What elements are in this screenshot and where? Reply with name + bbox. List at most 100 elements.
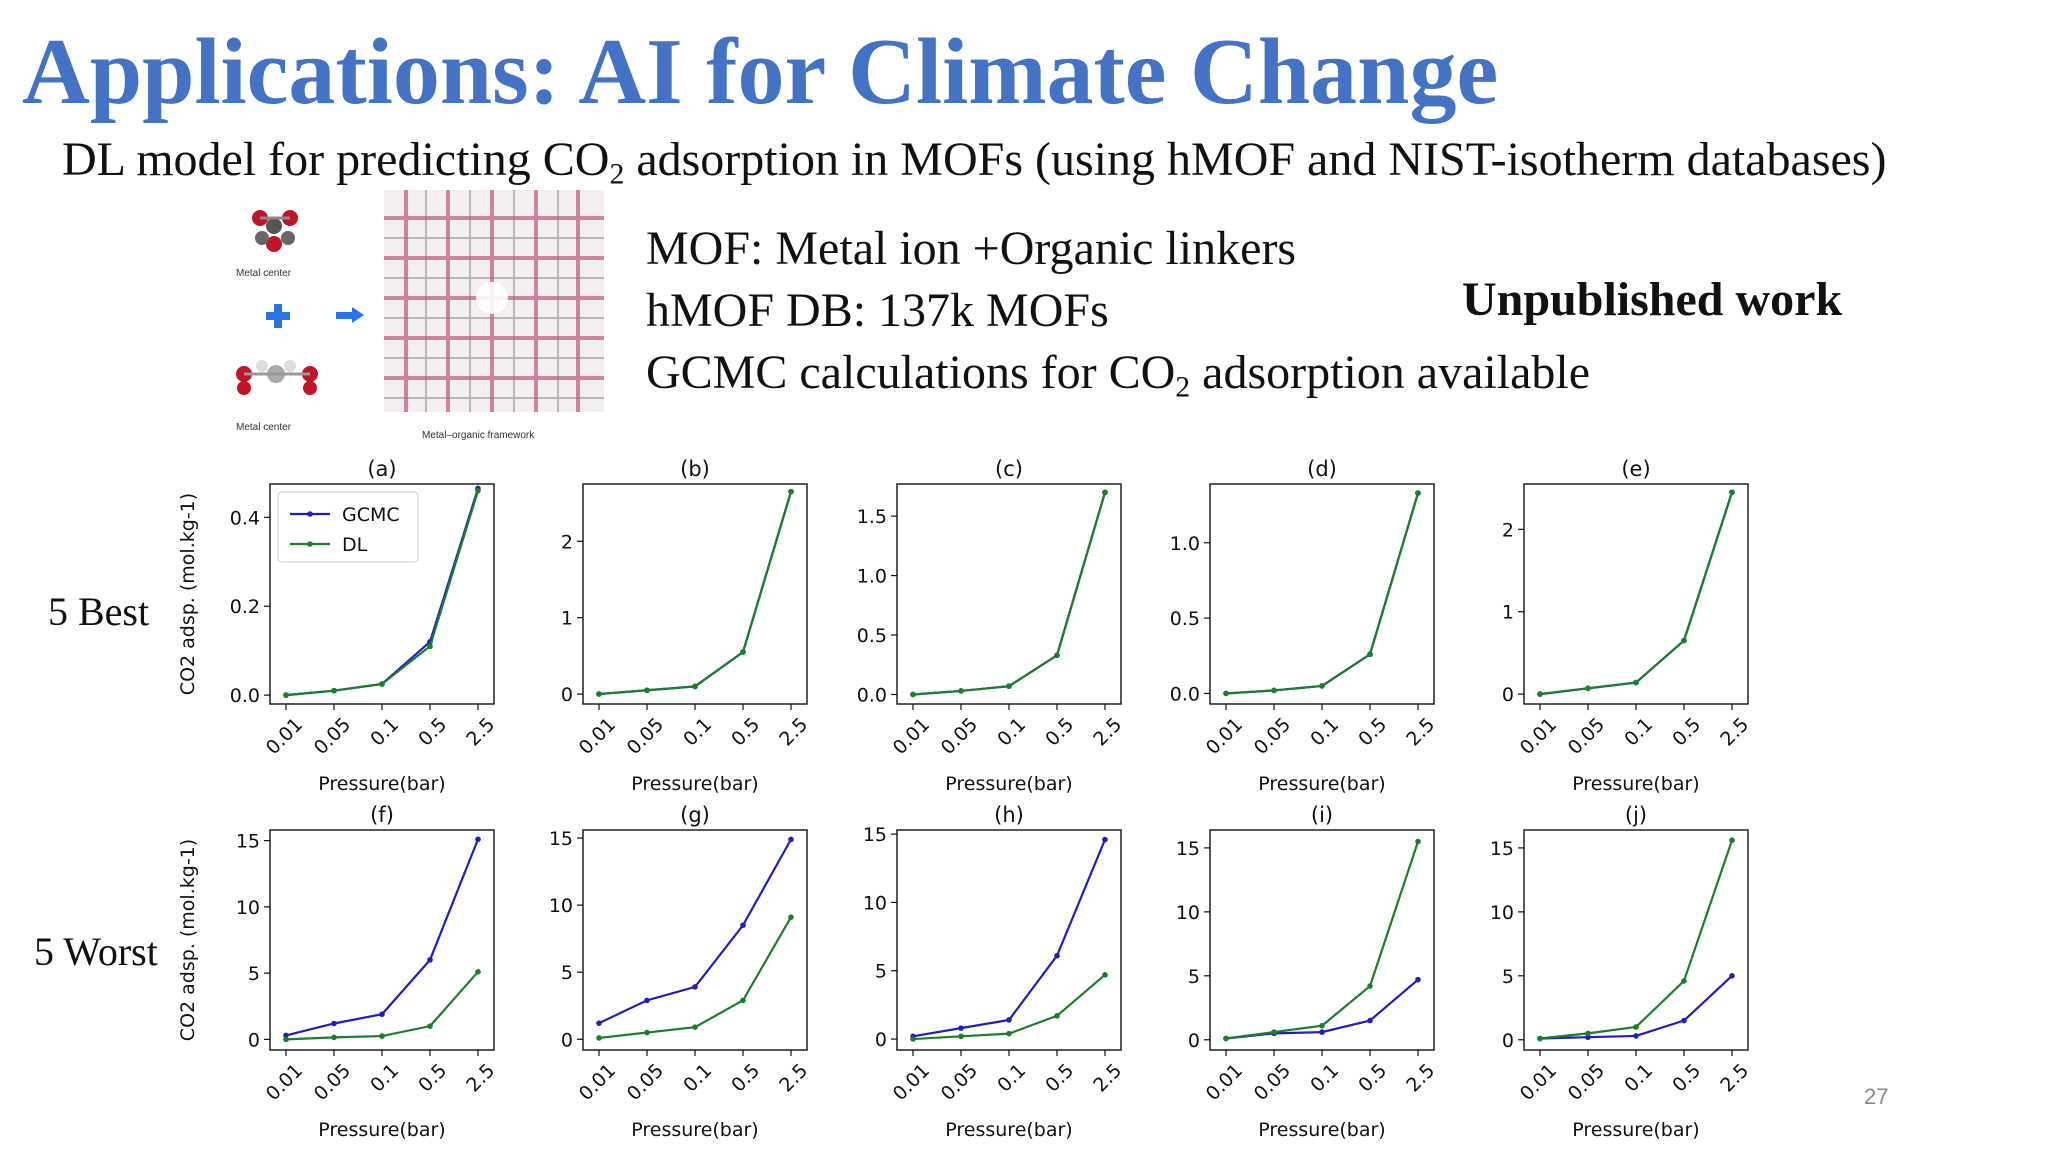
legend-marker-dl	[307, 541, 313, 547]
data-point-dl	[1319, 683, 1325, 689]
data-point-gcmc	[1054, 952, 1060, 959]
fact-line-1: MOF: Metal ion +Organic linkers	[646, 222, 1297, 275]
data-point-dl	[1054, 652, 1060, 659]
data-point-gcmc	[788, 836, 794, 843]
metal-center-bottom-label: Metal center	[236, 422, 292, 433]
data-point-dl	[910, 1036, 916, 1042]
y-tick-label: 5	[1188, 966, 1200, 988]
data-point-gcmc	[1585, 1034, 1591, 1041]
y-tick-label: 1.0	[857, 566, 887, 588]
chart-title: (h)	[994, 803, 1024, 827]
data-point-dl	[1633, 679, 1639, 686]
chart-title: (b)	[680, 457, 710, 481]
data-point-dl	[692, 1024, 698, 1030]
x-tick-label: 0.05	[623, 1060, 668, 1105]
chart-c: (c) 0.0 0.5 1.0 1.5 0.01 0.05 0.1 0.5 2.5 Pressure…	[857, 457, 1126, 795]
chart-e: (e) 0 1 2 0.01 0.05 0.1 0.5 2.5 Pressure(bar)	[1502, 457, 1753, 795]
y-tick-label: 0	[875, 1029, 887, 1051]
x-tick-label: 2.5	[1716, 1060, 1753, 1097]
x-tick-label: 0.01	[1202, 714, 1247, 759]
y-tick-label: 0.0	[230, 685, 260, 707]
x-axis-label: Pressure(bar)	[318, 773, 445, 795]
data-point-dl	[1271, 687, 1277, 694]
data-point-dl	[1006, 1030, 1012, 1037]
data-point-gcmc	[1415, 976, 1421, 983]
data-point-dl	[692, 683, 698, 690]
y-tick-label: 1.5	[857, 506, 887, 528]
data-point-dl	[1319, 1022, 1325, 1029]
data-point-dl	[1415, 838, 1421, 845]
data-point-dl	[283, 692, 289, 698]
page-number: 27	[1864, 1084, 1889, 1109]
chart-title: (g)	[680, 803, 710, 827]
x-tick-label: 0.1	[366, 714, 403, 751]
chart-h: (h) 0 5 10 15 0.01 0.05 0.1 0.5 2.5 Pressure(bar)	[863, 803, 1126, 1141]
chart-j: (j) 0 5 10 15 0.01 0.05 0.1 0.5 2.5 Pressure(bar)	[1490, 803, 1753, 1141]
data-point-dl	[596, 691, 602, 697]
y-tick-label: 10	[863, 892, 887, 914]
data-point-dl	[331, 687, 337, 694]
data-point-dl	[1681, 637, 1687, 644]
legend-label-gcmc: GCMC	[342, 504, 400, 526]
data-point-dl	[910, 691, 916, 698]
chart-frame	[896, 483, 1122, 705]
y-tick-label: 0	[1502, 1030, 1514, 1052]
x-tick-label: 0.1	[366, 1060, 403, 1097]
chart-a: (a) 0.0 0.2 0.4 0.01 0.05 0.1 0.5 2.5 Pressure(ba…	[177, 457, 499, 795]
data-point-gcmc	[740, 922, 746, 929]
y-tick-label: 15	[236, 831, 260, 853]
x-tick-label: 0.05	[1564, 1060, 1609, 1105]
row-label-best: 5 Best	[48, 589, 150, 634]
data-point-gcmc	[331, 1020, 337, 1027]
data-point-gcmc	[958, 1025, 964, 1031]
fact-line-3: GCMC calculations for CO2 adsorption ava…	[646, 342, 1590, 404]
y-tick-label: 2	[561, 531, 573, 553]
data-point-dl	[958, 1033, 964, 1040]
data-point-dl	[1102, 972, 1108, 978]
data-point-dl	[958, 688, 964, 694]
chart-title: (i)	[1311, 803, 1333, 827]
y-tick-label: 1	[561, 608, 573, 630]
y-tick-label: 15	[1176, 838, 1200, 860]
x-tick-label: 0.01	[1516, 714, 1561, 759]
chart-title: (e)	[1621, 457, 1650, 481]
data-point-dl	[1367, 651, 1373, 658]
data-point-dl	[644, 687, 650, 694]
metal-center-molecule-icon	[252, 210, 298, 252]
x-tick-label: 0.1	[993, 714, 1030, 751]
x-tick-label: 2.5	[775, 1060, 812, 1097]
mof-illustration: Metal center Metal center	[226, 188, 608, 450]
subtitle-subscript: 2	[609, 157, 625, 191]
data-point-dl	[740, 997, 746, 1004]
data-point-gcmc	[283, 1032, 289, 1039]
chart-frame	[582, 483, 808, 705]
arrow-right-icon	[336, 307, 364, 323]
y-tick-label: 0	[1502, 684, 1514, 706]
y-tick-label: 15	[1490, 838, 1514, 860]
data-point-gcmc	[1367, 1017, 1373, 1024]
y-tick-label: 0.5	[857, 625, 887, 647]
x-tick-label: 0.5	[1668, 1060, 1705, 1097]
slide-title: Applications: AI for Climate Change	[22, 20, 1499, 124]
fact-line-3-post: adsorption available	[1190, 346, 1591, 399]
x-tick-label: 2.5	[1402, 714, 1439, 751]
x-tick-label: 0.01	[1516, 1060, 1561, 1105]
x-tick-label: 0.1	[1306, 1060, 1343, 1097]
y-tick-label: 1.0	[1170, 533, 1200, 555]
x-axis-label: Pressure(bar)	[318, 1119, 445, 1141]
plus-icon	[266, 304, 290, 328]
chart-f: (f) 0 5 10 15 0.01 0.05 0.1 0.5 2.5 Pressure(bar) C…	[177, 803, 499, 1141]
data-point-gcmc	[692, 984, 698, 990]
x-tick-label: 0.01	[1202, 1060, 1247, 1105]
data-point-dl	[1729, 837, 1735, 844]
x-tick-label: 2.5	[1089, 714, 1126, 751]
data-point-gcmc	[1633, 1033, 1639, 1039]
x-tick-label: 0.05	[310, 714, 355, 759]
mof-diagram: Metal center Metal center	[236, 190, 604, 441]
x-tick-label: 0.05	[1250, 714, 1295, 759]
data-point-gcmc	[475, 836, 481, 843]
x-tick-label: 0.5	[414, 714, 451, 751]
y-tick-label: 10	[1490, 902, 1514, 924]
y-tick-label: 15	[863, 824, 887, 846]
